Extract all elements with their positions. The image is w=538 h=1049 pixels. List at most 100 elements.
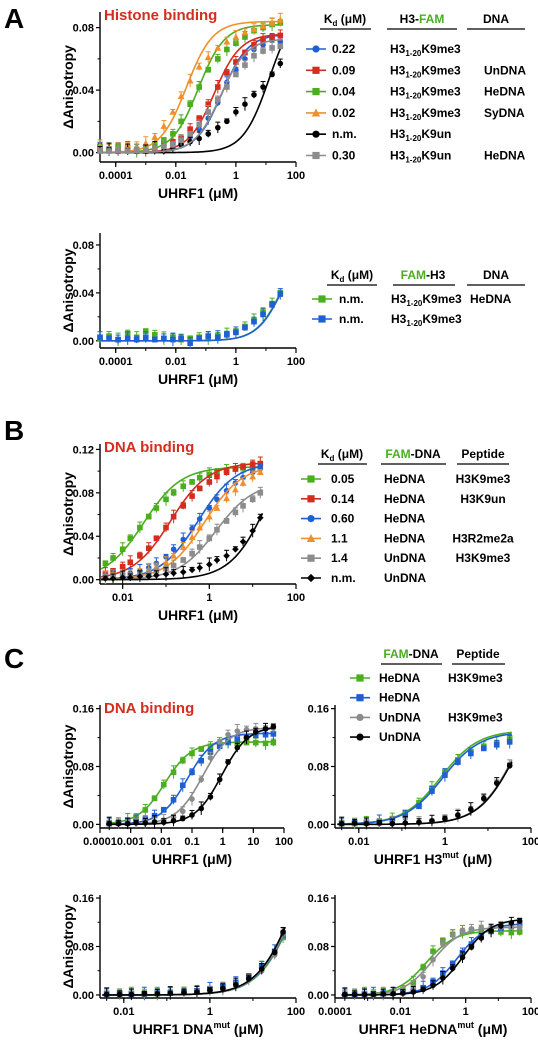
data-point: [262, 740, 269, 747]
peptide-name-part: K9un: [421, 149, 451, 163]
data-point: [207, 755, 214, 761]
data-point: [493, 780, 500, 786]
data-point: [180, 503, 187, 509]
legend-kd: 1.4: [331, 551, 348, 565]
data-point: [178, 137, 184, 143]
data-point: [151, 133, 159, 140]
legend-header-part: (μM): [344, 268, 373, 282]
data-point: [170, 817, 177, 824]
data-point: [224, 46, 230, 53]
x-tick-label: 0.01: [165, 170, 186, 182]
x-axis-label-part: (μM): [230, 1021, 263, 1037]
data-point: [196, 564, 204, 572]
data-point: [223, 552, 230, 560]
data-point: [430, 948, 436, 955]
peptide-name-part: K9un: [421, 127, 451, 141]
y-tick-label: 0.00: [308, 819, 329, 831]
data-point: [110, 555, 116, 561]
x-tick-label: 0.0001: [99, 356, 133, 368]
data-point: [195, 63, 203, 70]
series-3: [106, 722, 277, 831]
data-point: [189, 550, 195, 557]
y-tick-label: 0.08: [73, 488, 94, 500]
x-tick-label: 100: [287, 356, 305, 368]
data-point: [223, 494, 230, 502]
data-point: [178, 335, 184, 342]
chart-c3: 0.00 0.08 0.16 0.01 1 100 UHRF1 DNAmut (μM) ΔAn…: [60, 893, 305, 1037]
data-point: [270, 731, 277, 737]
legend-header: FAM-DNA: [385, 447, 441, 461]
legend-header: FAM-DNA: [383, 647, 439, 661]
series-3: [341, 916, 523, 1001]
series-5: [101, 512, 264, 584]
data-point: [508, 929, 515, 936]
data-point: [225, 759, 231, 765]
x-tick-label: 1: [442, 836, 448, 848]
y-tick-label: 0.00: [73, 336, 94, 348]
data-point: [180, 483, 187, 490]
x-tick-label: 100: [287, 170, 305, 182]
x-axis-label: UHRF1 (μM): [158, 185, 238, 201]
data-point: [153, 572, 160, 579]
data-point: [480, 745, 487, 752]
data-point: [240, 503, 246, 509]
x-tick-label: 0.01: [112, 592, 133, 604]
y-axis-label: ΔAnisotropy: [60, 904, 76, 988]
peptide-name-part: H3: [390, 42, 406, 56]
y-tick-label: 0.04: [73, 288, 95, 300]
legend-kd: 0.60: [331, 512, 355, 526]
y-tick-label: 0.08: [73, 23, 94, 35]
data-point: [96, 142, 104, 150]
legend-c: FAM-DNA Peptide HeDNA H3K9me3 HeDNA UnDNA H3K9…: [350, 647, 505, 744]
data-point: [126, 574, 134, 581]
x-tick-label: 100: [287, 592, 305, 604]
legend-dna: HeDNA: [384, 512, 426, 526]
legend-dna: HeDNA: [379, 671, 421, 685]
legend-header: DNA: [483, 268, 509, 282]
legend-header-part: FAM: [401, 268, 426, 282]
data-point: [420, 964, 426, 971]
data-point: [170, 796, 177, 803]
data-point: [206, 479, 213, 485]
legend-header: Kd (μM): [324, 12, 366, 28]
data-point: [249, 527, 256, 535]
data-point: [224, 332, 230, 338]
y-tick-label: 0.16: [308, 893, 329, 905]
data-point: [170, 769, 177, 776]
data-point: [128, 991, 135, 998]
data-point: [402, 820, 409, 826]
data-point: [179, 808, 186, 815]
data-point: [196, 544, 203, 550]
data-point: [205, 101, 212, 107]
data-point: [189, 493, 195, 499]
data-point: [455, 812, 461, 818]
x-axis-label: UHRF1 DNAmut (μM): [133, 1020, 264, 1037]
data-point: [252, 728, 259, 735]
legend-kd: n.m.: [332, 127, 357, 141]
data-point: [508, 920, 515, 926]
data-point: [271, 949, 278, 956]
peptide-name-part: K9me3: [421, 63, 461, 77]
data-point: [234, 744, 241, 751]
data-point: [241, 28, 249, 36]
x-tick-label: 1: [463, 1006, 469, 1018]
x-axis-label: UHRF1 (μM): [158, 607, 238, 623]
data-point: [196, 335, 202, 342]
data-point: [249, 496, 256, 503]
data-point: [198, 757, 205, 764]
data-point: [430, 957, 436, 963]
peptide-name-part: H3: [390, 106, 406, 120]
data-point: [376, 820, 383, 826]
data-point: [459, 927, 466, 934]
data-point: [180, 557, 187, 563]
legend-peptide: H3K9me3: [456, 472, 511, 486]
chart-c4: 0.00 0.08 0.16 0.0001 0.01 1 100 UHRF1 HeDNAmut…: [308, 893, 538, 1037]
y-tick-label: 0.16: [73, 704, 94, 716]
x-axis-label: UHRF1 H3mut (μM): [374, 850, 492, 867]
data-point: [124, 820, 131, 827]
legend-kd: n.m.: [339, 292, 364, 306]
x-tick-label: 0.0001: [99, 170, 133, 182]
data-point: [269, 302, 275, 308]
legend-peptide: H3K9me3: [448, 671, 503, 685]
x-axis-label-part: mut: [442, 850, 459, 860]
